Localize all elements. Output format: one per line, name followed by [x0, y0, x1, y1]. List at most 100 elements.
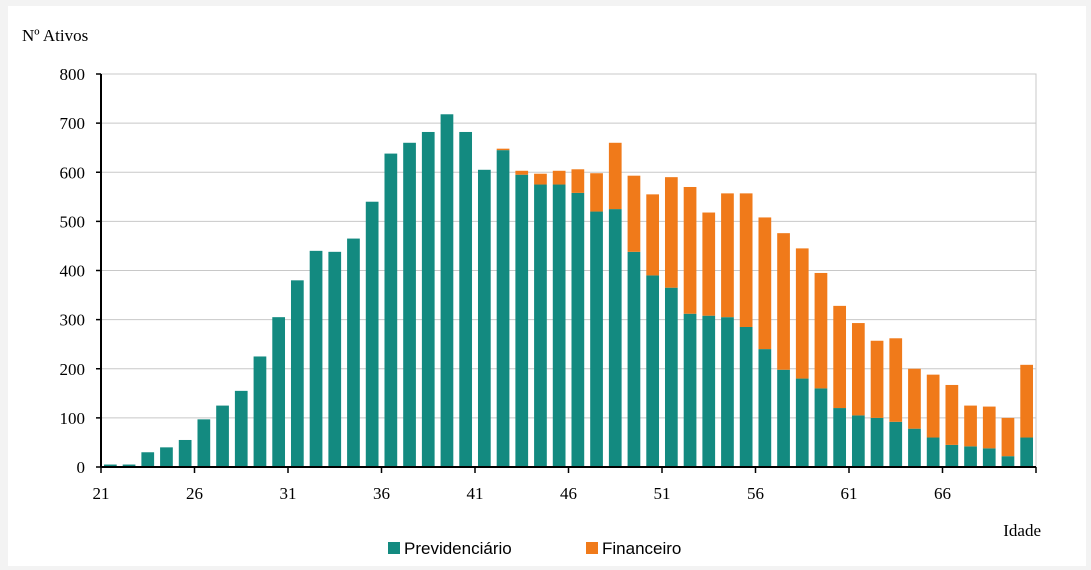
- bar-financeiro: [627, 175, 641, 252]
- legend: Previdenciário Financeiro: [388, 539, 681, 558]
- y-tick-label: 0: [77, 458, 86, 477]
- bar-previdenciario: [851, 415, 865, 467]
- bar-previdenciario: [926, 437, 940, 467]
- bar-previdenciario: [459, 131, 473, 467]
- y-tick-label: 200: [60, 360, 86, 379]
- x-tick-label: 56: [747, 484, 764, 503]
- chart-frame: Nº Ativos 0 100 200 300 400 500 600 700 800 21 26 3…: [8, 6, 1086, 566]
- bar-previdenciario: [982, 448, 996, 467]
- bar-financeiro: [851, 323, 865, 416]
- x-tick-label: 61: [841, 484, 858, 503]
- x-tick-label: 31: [280, 484, 297, 503]
- bar-previdenciario: [347, 238, 360, 467]
- bar-financeiro: [515, 170, 529, 175]
- bar-previdenciario: [814, 388, 828, 467]
- bar-previdenciario: [328, 251, 342, 467]
- y-tick-label: 300: [60, 311, 86, 330]
- x-tick-label: 36: [373, 484, 390, 503]
- bar-previdenciario: [683, 313, 697, 467]
- bar-previdenciario: [1001, 456, 1015, 467]
- bar-previdenciario: [496, 150, 510, 467]
- bar-previdenciario: [216, 405, 229, 467]
- stacked-bar-chart: Nº Ativos 0 100 200 300 400 500 600 700 800 21 26 3…: [22, 26, 1041, 558]
- y-tick-label: 700: [60, 114, 86, 133]
- bar-financeiro: [833, 305, 847, 409]
- bar-previdenciario: [122, 464, 136, 467]
- bar-previdenciario: [833, 408, 847, 467]
- x-tick-label: 51: [654, 484, 671, 503]
- bar-financeiro: [702, 212, 716, 316]
- x-tick-label: 46: [560, 484, 577, 503]
- bar-previdenciario: [945, 444, 959, 467]
- y-tick-label: 600: [60, 163, 86, 182]
- bar-financeiro: [870, 340, 884, 418]
- bar-previdenciario: [908, 428, 921, 467]
- bar-previdenciario: [758, 349, 772, 467]
- bar-previdenciario: [1020, 437, 1034, 467]
- bar-financeiro: [739, 193, 753, 327]
- bar-previdenciario: [702, 315, 716, 467]
- legend-label-financeiro: Financeiro: [602, 539, 681, 558]
- bar-previdenciario: [721, 317, 734, 467]
- x-tick-label: 66: [934, 484, 951, 503]
- bar-financeiro: [721, 193, 734, 318]
- bar-financeiro: [552, 170, 566, 185]
- bar-previdenciario: [777, 369, 790, 467]
- y-tick-label: 500: [60, 212, 86, 231]
- bar-financeiro: [926, 374, 940, 438]
- bar-previdenciario: [646, 275, 660, 467]
- bar-financeiro: [795, 248, 809, 379]
- bar-financeiro: [814, 272, 828, 389]
- bar-previdenciario: [384, 153, 398, 467]
- x-tick-label: 21: [93, 484, 110, 503]
- bar-previdenciario: [160, 447, 173, 467]
- bar-financeiro: [534, 173, 547, 185]
- bar-financeiro: [1020, 364, 1034, 438]
- x-tick-label: 41: [467, 484, 484, 503]
- bar-previdenciario: [870, 417, 884, 468]
- bar-previdenciario: [440, 114, 454, 467]
- bar-financeiro: [683, 186, 697, 314]
- bar-previdenciario: [889, 421, 903, 467]
- bar-previdenciario: [664, 287, 678, 467]
- bar-financeiro: [945, 384, 959, 445]
- x-tick-label: 26: [186, 484, 203, 503]
- bar-previdenciario: [515, 174, 529, 467]
- bar-financeiro: [777, 233, 790, 370]
- bar-financeiro: [496, 148, 510, 151]
- y-tick-label: 800: [60, 65, 86, 84]
- bar-previdenciario: [590, 211, 603, 467]
- bar-previdenciario: [103, 464, 117, 467]
- bar-previdenciario: [534, 184, 547, 467]
- bar-previdenciario: [795, 378, 809, 467]
- bar-financeiro: [964, 405, 977, 447]
- legend-swatch-previdenciario: [388, 542, 400, 554]
- bar-financeiro: [608, 142, 622, 210]
- bar-previdenciario: [178, 439, 192, 467]
- bar-previdenciario: [477, 169, 491, 468]
- bar-financeiro: [590, 173, 603, 212]
- y-tick-label: 400: [60, 262, 86, 281]
- bar-previdenciario: [571, 192, 585, 467]
- bar-previdenciario: [964, 446, 977, 467]
- bar-previdenciario: [272, 317, 286, 467]
- bar-financeiro: [908, 368, 921, 429]
- bar-financeiro: [982, 406, 996, 449]
- y-tick-label: 100: [60, 409, 86, 428]
- bar-previdenciario: [234, 390, 248, 467]
- bar-financeiro: [571, 169, 585, 193]
- bar-previdenciario: [365, 201, 379, 467]
- legend-label-previdenciario: Previdenciário: [404, 539, 512, 558]
- bar-previdenciario: [141, 452, 155, 467]
- bar-previdenciario: [627, 251, 641, 467]
- bar-financeiro: [889, 338, 903, 422]
- bar-previdenciario: [309, 250, 323, 467]
- y-axis-title: Nº Ativos: [22, 26, 88, 45]
- bar-financeiro: [1001, 417, 1015, 457]
- legend-swatch-financeiro: [586, 542, 598, 554]
- x-axis-title: Idade: [1003, 521, 1041, 540]
- bar-financeiro: [646, 194, 660, 276]
- bar-previdenciario: [608, 209, 622, 467]
- bar-financeiro: [664, 177, 678, 288]
- bar-previdenciario: [290, 280, 304, 467]
